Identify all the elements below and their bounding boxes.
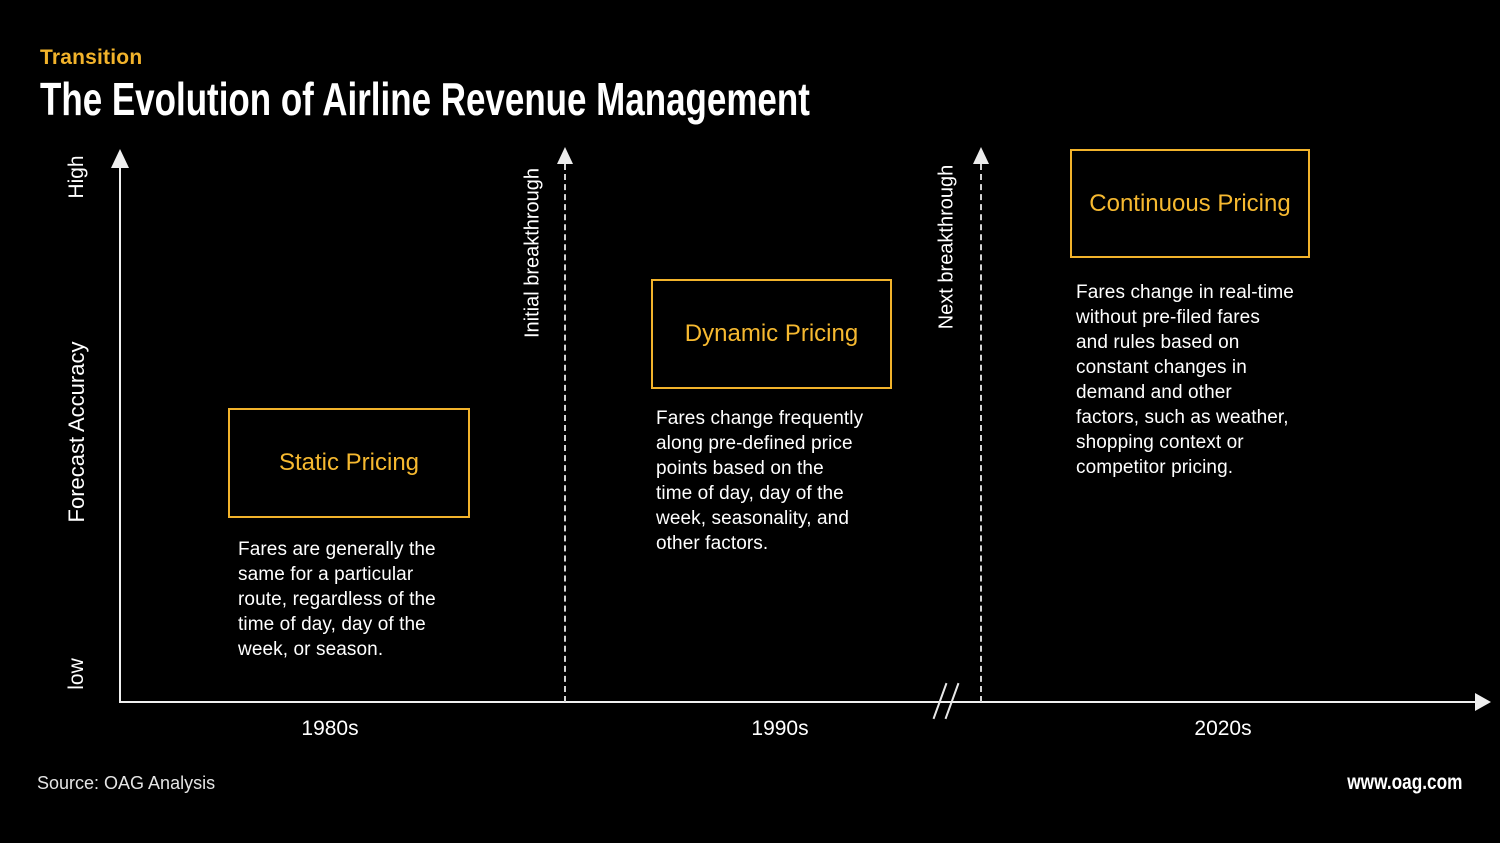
dynamic-pricing-title: Dynamic Pricing — [684, 320, 859, 347]
initial-breakthrough-label: Initial breakthrough — [521, 167, 544, 339]
x-tick-2020s: 2020s — [1194, 717, 1252, 740]
continuous-pricing-description: Fares change in real-time without pre-fi… — [1076, 282, 1294, 478]
x-axis-arrow-icon — [1475, 693, 1491, 711]
y-axis-title: Forecast Accuracy — [64, 341, 89, 523]
y-axis-low-label: low — [65, 658, 88, 690]
dynamic-pricing-description: Fares change frequently along pre-define… — [656, 408, 864, 554]
x-axis-line — [119, 701, 1479, 703]
initial-breakthrough-line — [564, 164, 566, 702]
website-label: www.oag.com — [1346, 771, 1462, 794]
eyebrow-label: Transition — [40, 46, 143, 69]
initial-breakthrough-arrow-icon — [557, 147, 573, 164]
static-pricing-description: Fares are generally the same for a parti… — [238, 539, 436, 660]
static-pricing-box: Static Pricing — [228, 408, 470, 518]
next-breakthrough-arrow-icon — [973, 147, 989, 164]
y-axis-line — [119, 166, 121, 703]
y-axis-high-label: High — [65, 155, 88, 199]
next-breakthrough-label: Next breakthrough — [935, 164, 958, 330]
x-tick-1990s: 1990s — [751, 717, 809, 740]
source-attribution: Source: OAG Analysis — [37, 773, 216, 793]
continuous-pricing-title: Continuous Pricing — [1089, 189, 1291, 217]
dynamic-pricing-box: Dynamic Pricing — [651, 279, 892, 389]
static-pricing-title: Static Pricing — [278, 449, 420, 476]
continuous-pricing-box: Continuous Pricing — [1070, 149, 1310, 258]
y-axis-arrow-icon — [111, 149, 129, 168]
next-breakthrough-line — [980, 164, 982, 702]
page-title: The Evolution of Airline Revenue Managem… — [40, 73, 810, 125]
x-tick-1980s: 1980s — [301, 717, 359, 740]
